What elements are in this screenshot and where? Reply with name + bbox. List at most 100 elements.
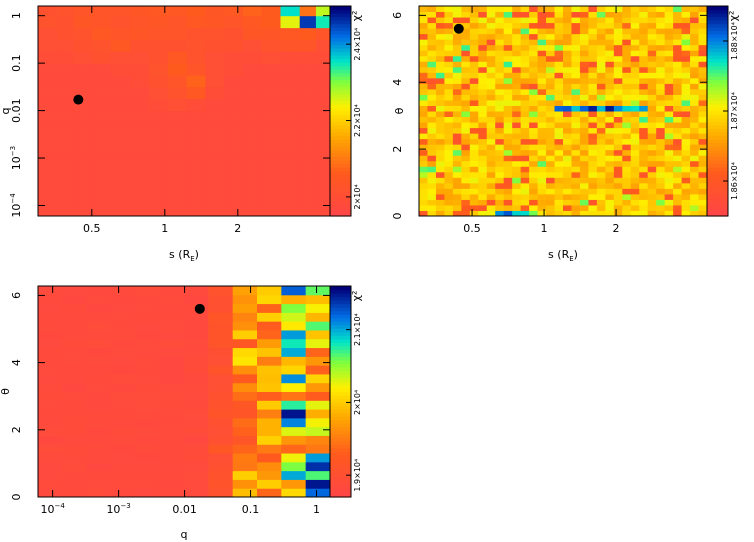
heatmap-cell xyxy=(280,51,301,64)
heatmap-cell xyxy=(613,133,623,140)
heatmap-cell xyxy=(111,338,136,349)
heatmap-cell xyxy=(224,51,244,64)
heatmap-cell xyxy=(537,11,547,18)
heatmap-cell xyxy=(605,28,615,35)
heatmap-cell xyxy=(469,127,479,134)
heatmap-cell xyxy=(130,39,150,52)
colorbar-step xyxy=(330,296,351,301)
heatmap-cell xyxy=(135,338,161,349)
heatmap-cell xyxy=(630,17,640,24)
colorbar-step xyxy=(707,128,728,133)
colorbar-step xyxy=(330,121,351,126)
heatmap-cell xyxy=(427,182,437,189)
heatmap-cell xyxy=(546,166,556,173)
heatmap-cell xyxy=(512,99,522,106)
heatmap-cell xyxy=(427,11,437,18)
colorbar-step xyxy=(330,93,351,98)
heatmap-cell xyxy=(537,111,547,118)
heatmap-cell xyxy=(630,72,640,79)
heatmap-cell xyxy=(664,66,674,73)
heatmap-cell xyxy=(546,171,556,178)
heatmap-cell xyxy=(520,127,530,134)
heatmap-cell xyxy=(579,61,589,68)
heatmap-cell xyxy=(503,50,513,57)
heatmap-cell xyxy=(111,15,131,29)
heatmap-cell xyxy=(529,105,539,112)
heatmap-cell xyxy=(315,51,331,64)
heatmap-cell xyxy=(639,149,649,156)
colorbar-step xyxy=(330,359,351,364)
heatmap-cell xyxy=(130,98,150,112)
heatmap-cell xyxy=(159,294,185,305)
heatmap-cell xyxy=(435,17,445,24)
heatmap-cell xyxy=(571,22,581,29)
heatmap-cell xyxy=(512,17,522,24)
panel-s-theta: s (RE)χ² xyxy=(418,5,740,263)
heatmap-cell xyxy=(690,61,700,68)
heatmap-cell xyxy=(673,6,683,13)
heatmap-cell xyxy=(630,155,640,162)
heatmap-cell xyxy=(435,127,445,134)
heatmap-cell xyxy=(135,461,161,472)
heatmap-cell xyxy=(444,105,454,112)
heatmap-cell xyxy=(546,127,556,134)
colorbar-step xyxy=(707,205,728,210)
heatmap-cell xyxy=(588,182,598,189)
heatmap-cell xyxy=(452,155,462,162)
colorbar-step xyxy=(330,20,351,25)
heatmap-cell xyxy=(444,61,454,68)
heatmap-cell xyxy=(537,6,547,13)
heatmap-cell xyxy=(281,453,307,463)
heatmap-cell xyxy=(698,66,708,73)
heatmap-cell xyxy=(91,27,112,40)
heatmap-cell xyxy=(503,182,513,189)
heatmap-cell xyxy=(681,88,691,95)
colorbar-step xyxy=(707,146,728,151)
heatmap-cell xyxy=(698,55,708,62)
colorbar-step xyxy=(330,184,351,189)
heatmap-cell xyxy=(242,75,262,88)
colorbar-step xyxy=(330,286,351,291)
heatmap-cell xyxy=(444,193,454,200)
heatmap-cell xyxy=(242,158,262,217)
heatmap-cell xyxy=(546,50,556,57)
colorbar-step xyxy=(330,209,351,214)
heatmap-cell xyxy=(478,66,488,73)
heatmap-cell xyxy=(579,44,589,51)
heatmap-cell xyxy=(495,77,505,84)
heatmap-cell xyxy=(588,133,598,140)
heatmap-cell xyxy=(639,11,649,18)
heatmap-cell xyxy=(232,453,258,463)
heatmap-cell xyxy=(232,321,258,331)
heatmap-cell xyxy=(690,204,700,211)
heatmap-cell xyxy=(461,22,471,29)
colorbar-step xyxy=(707,51,728,56)
heatmap-cell xyxy=(698,166,708,173)
heatmap-cell xyxy=(563,155,572,162)
colorbar-step xyxy=(330,349,351,354)
heatmap-cell xyxy=(520,166,530,173)
colorbar-step xyxy=(330,380,351,386)
heatmap-cell xyxy=(305,373,331,384)
heatmap-cell xyxy=(444,127,454,134)
heatmap-cell xyxy=(419,17,428,24)
heatmap-cell xyxy=(613,160,623,167)
heatmap-cell xyxy=(135,417,161,428)
heatmap-cell xyxy=(427,33,437,40)
heatmap-cell xyxy=(495,188,505,195)
heatmap-cell xyxy=(563,72,572,79)
heatmap-cell xyxy=(520,116,530,123)
colorbar-step xyxy=(707,9,728,14)
heatmap-cell xyxy=(690,127,700,134)
heatmap-cell xyxy=(647,72,657,79)
heatmap-cell xyxy=(571,88,581,95)
heatmap-cell xyxy=(664,149,674,156)
heatmap-cell xyxy=(647,99,657,106)
heatmap-cell xyxy=(571,77,581,84)
heatmap-cell xyxy=(427,133,437,140)
heatmap-cell xyxy=(664,105,674,112)
heatmap-cell xyxy=(546,72,556,79)
colorbar-step xyxy=(330,398,351,403)
heatmap-cell xyxy=(554,39,564,46)
heatmap-cell xyxy=(571,61,581,68)
